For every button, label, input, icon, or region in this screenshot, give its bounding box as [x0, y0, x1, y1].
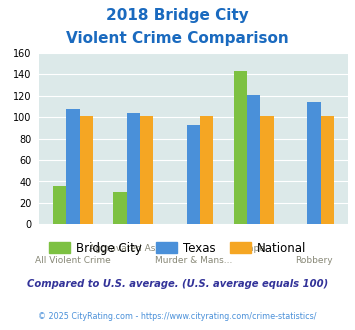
Text: Rape: Rape [242, 244, 265, 253]
Text: Murder & Mans...: Murder & Mans... [155, 256, 232, 265]
Bar [113, 192, 127, 224]
Text: © 2025 CityRating.com - https://www.cityrating.com/crime-statistics/: © 2025 CityRating.com - https://www.city… [38, 312, 317, 321]
Bar [140, 116, 153, 224]
Text: Robbery: Robbery [295, 256, 333, 265]
Text: Aggravated Assault: Aggravated Assault [89, 244, 178, 253]
Bar [247, 95, 260, 224]
Bar [260, 116, 274, 224]
Bar [53, 186, 66, 224]
Bar [127, 113, 140, 224]
Text: 2018 Bridge City: 2018 Bridge City [106, 8, 249, 23]
Bar [307, 102, 321, 224]
Legend: Bridge City, Texas, National: Bridge City, Texas, National [44, 237, 311, 259]
Text: Compared to U.S. average. (U.S. average equals 100): Compared to U.S. average. (U.S. average … [27, 279, 328, 289]
Text: Violent Crime Comparison: Violent Crime Comparison [66, 31, 289, 46]
Bar [80, 116, 93, 224]
Bar [321, 116, 334, 224]
Text: All Violent Crime: All Violent Crime [35, 256, 111, 265]
Bar [66, 109, 80, 224]
Bar [200, 116, 213, 224]
Bar [234, 71, 247, 224]
Bar [187, 125, 200, 224]
